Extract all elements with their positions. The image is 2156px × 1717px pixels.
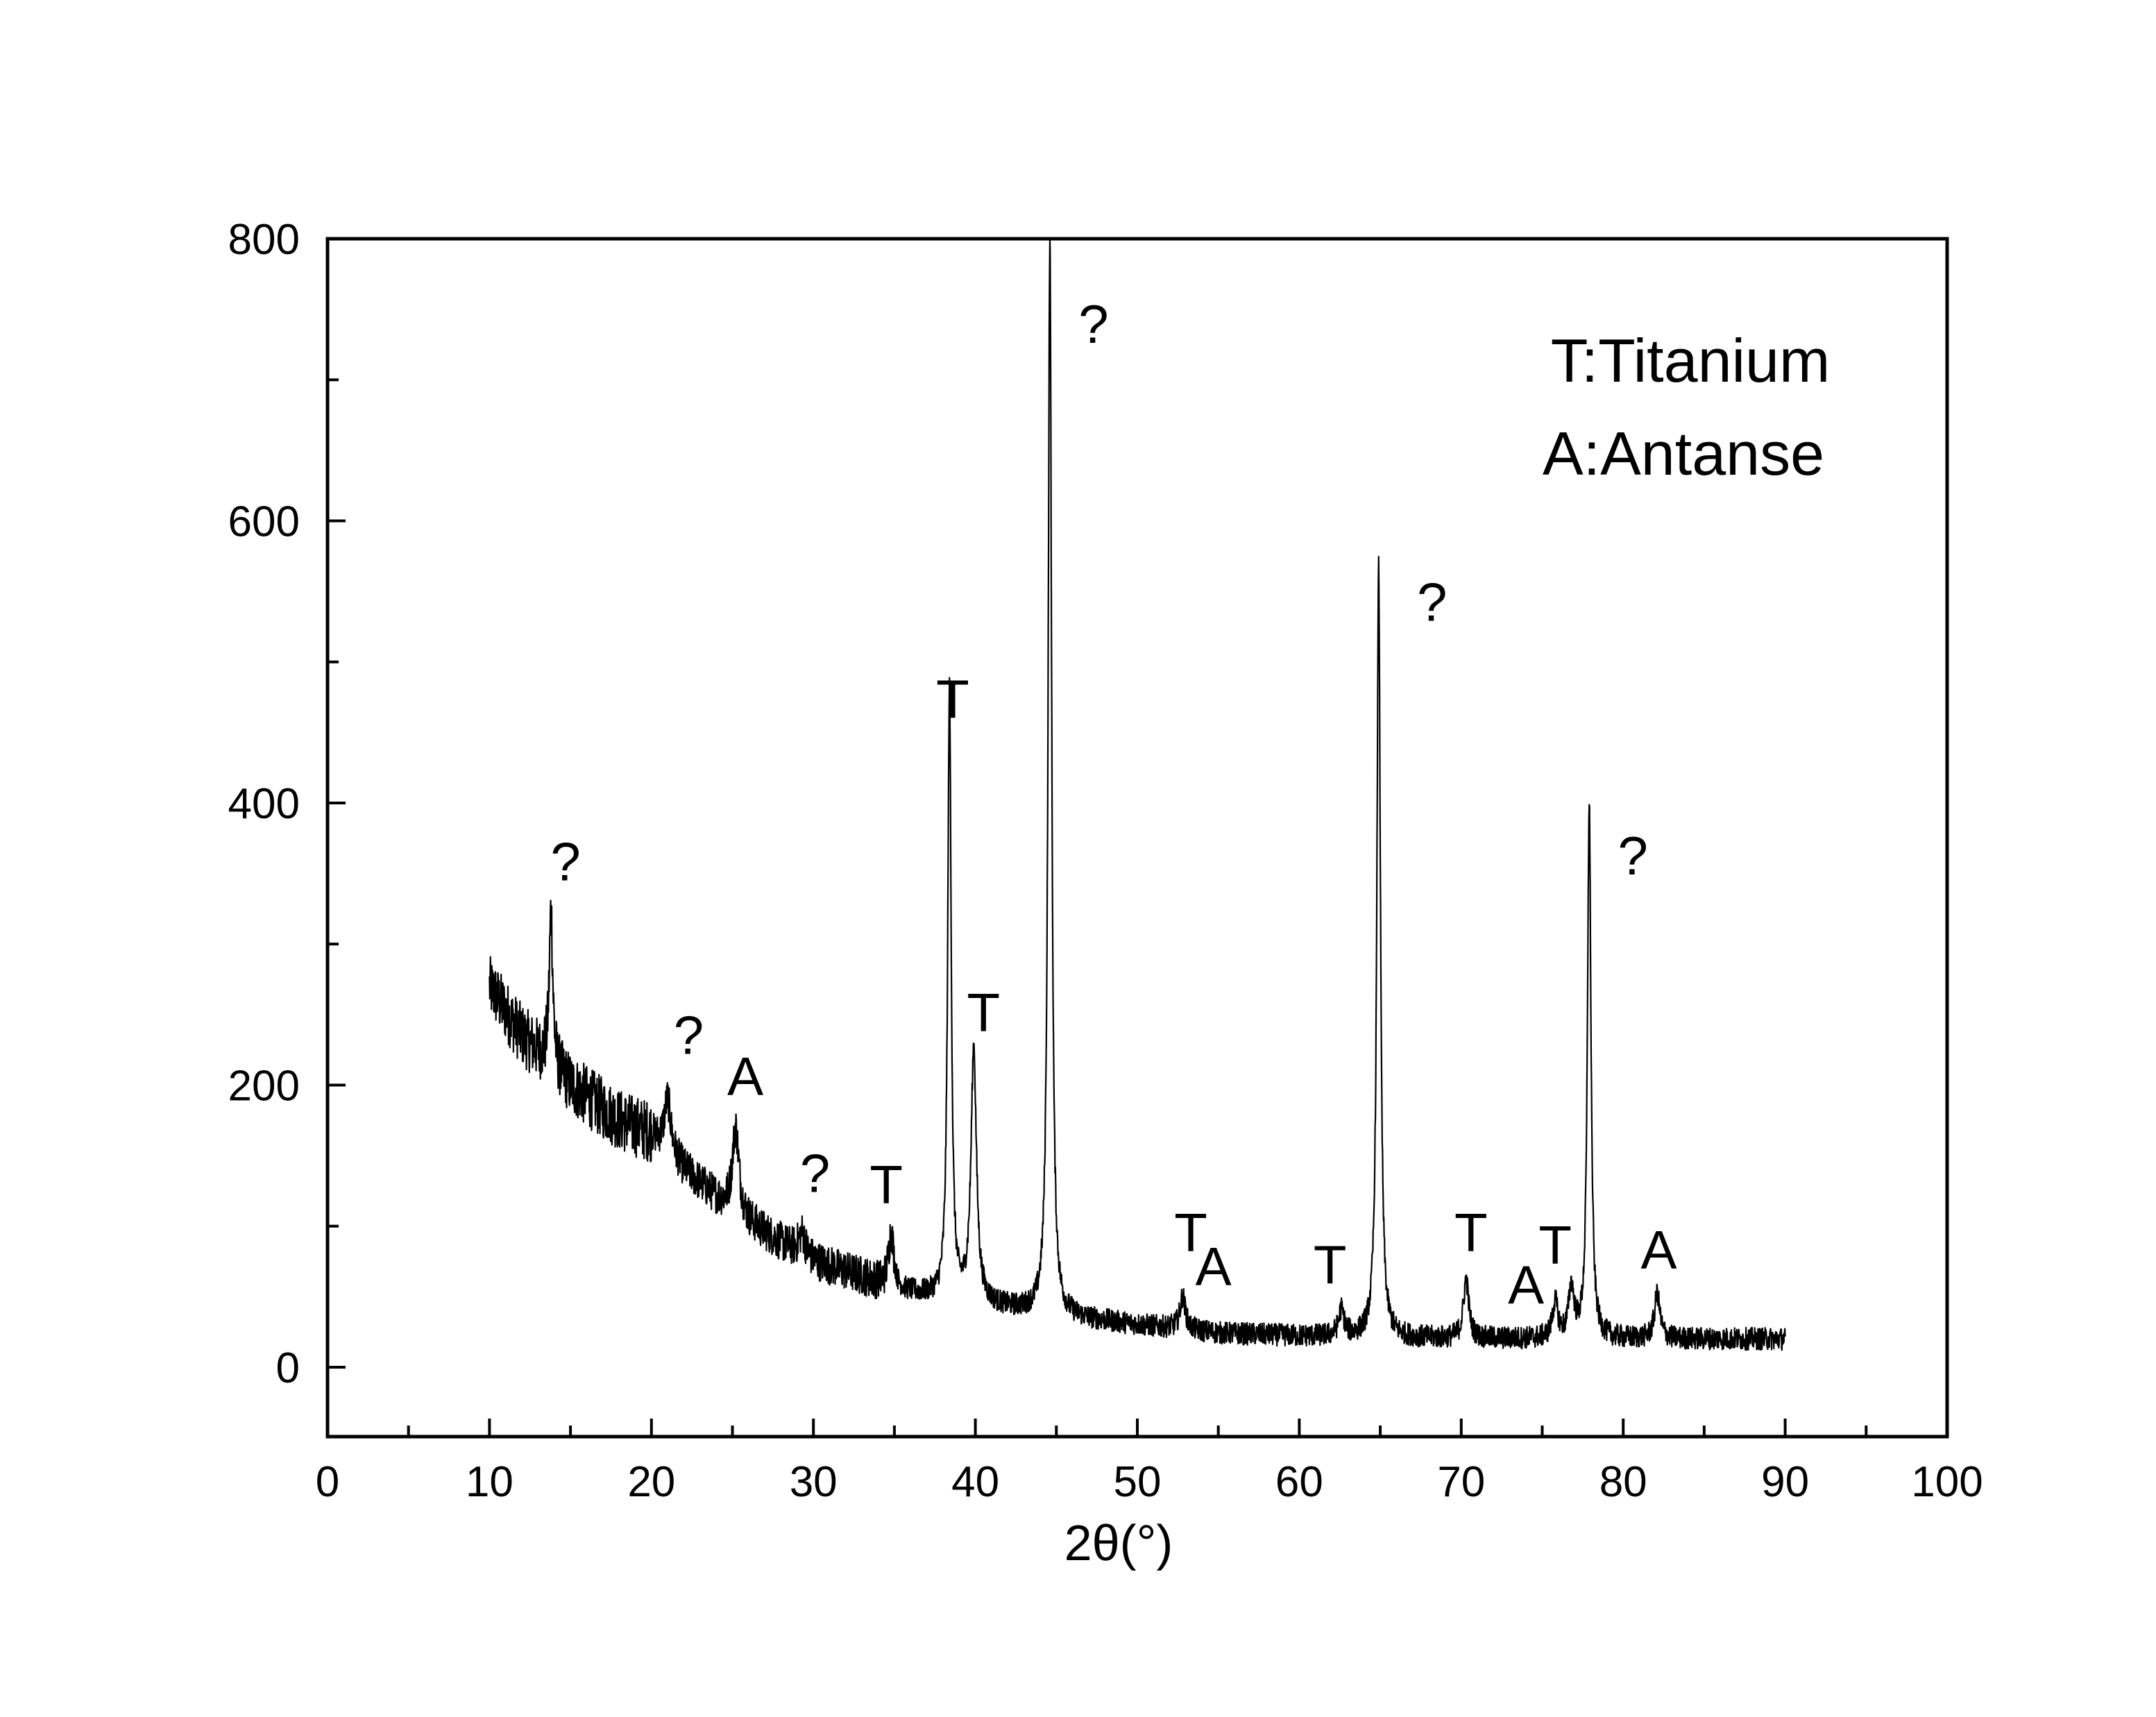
peak-annotation: A [727, 1045, 763, 1106]
peak-annotation: ? [800, 1143, 830, 1204]
x-axis-title: 2θ(°) [1064, 1516, 1173, 1571]
peak-annotation: ? [1417, 571, 1447, 632]
peak-annotations: ??A? TTT?TA T?TAT?A [550, 294, 1677, 1315]
peak-annotation: ? [1618, 825, 1648, 886]
x-tick-label: 10 [466, 1458, 513, 1506]
xrd-trace [489, 237, 1786, 1351]
legend: T:Titanium A:Antanse [1543, 326, 1830, 488]
legend-entry-antanse: A:Antanse [1543, 419, 1824, 488]
axis-ticks [326, 237, 1949, 1437]
peak-annotation: A [1641, 1219, 1677, 1280]
x-tick-label: 80 [1599, 1458, 1647, 1506]
peak-annotation: T [1538, 1215, 1572, 1276]
peak-annotation: T [869, 1154, 903, 1215]
legend-entry-titanium: T:Titanium [1551, 326, 1831, 395]
x-tick-label: 50 [1114, 1458, 1162, 1506]
peak-annotation: ? [674, 1004, 704, 1065]
x-tick-label: 90 [1761, 1458, 1809, 1506]
peak-annotation: T [967, 982, 1000, 1043]
x-tick-label: 40 [951, 1458, 999, 1506]
x-tick-label: 70 [1437, 1458, 1485, 1506]
y-tick-label: 800 [228, 216, 300, 264]
y-tick-label: 400 [228, 780, 300, 828]
peak-annotation: T [1454, 1202, 1488, 1263]
y-tick-label: 600 [228, 498, 300, 546]
peak-annotation: ? [1078, 294, 1108, 355]
x-tick-label: 100 [1911, 1458, 1983, 1506]
peak-annotation: T [1314, 1235, 1347, 1296]
x-tick-label: 20 [627, 1458, 675, 1506]
peak-annotation: T [936, 669, 969, 730]
y-tick-label: 0 [276, 1344, 300, 1392]
x-tick-label: 30 [790, 1458, 838, 1506]
peak-annotation: A [1508, 1254, 1544, 1315]
peak-annotation: A [1196, 1236, 1232, 1297]
x-tick-label: 0 [316, 1458, 339, 1506]
y-tick-label: 200 [228, 1063, 300, 1110]
peak-annotation: T [1174, 1202, 1207, 1263]
peak-annotation: ? [550, 831, 580, 892]
tick-labels: 0 10 20 30 40 50 60 70 80 90 100 0 200 400 600 800 [228, 216, 1983, 1506]
x-tick-label: 60 [1275, 1458, 1323, 1506]
